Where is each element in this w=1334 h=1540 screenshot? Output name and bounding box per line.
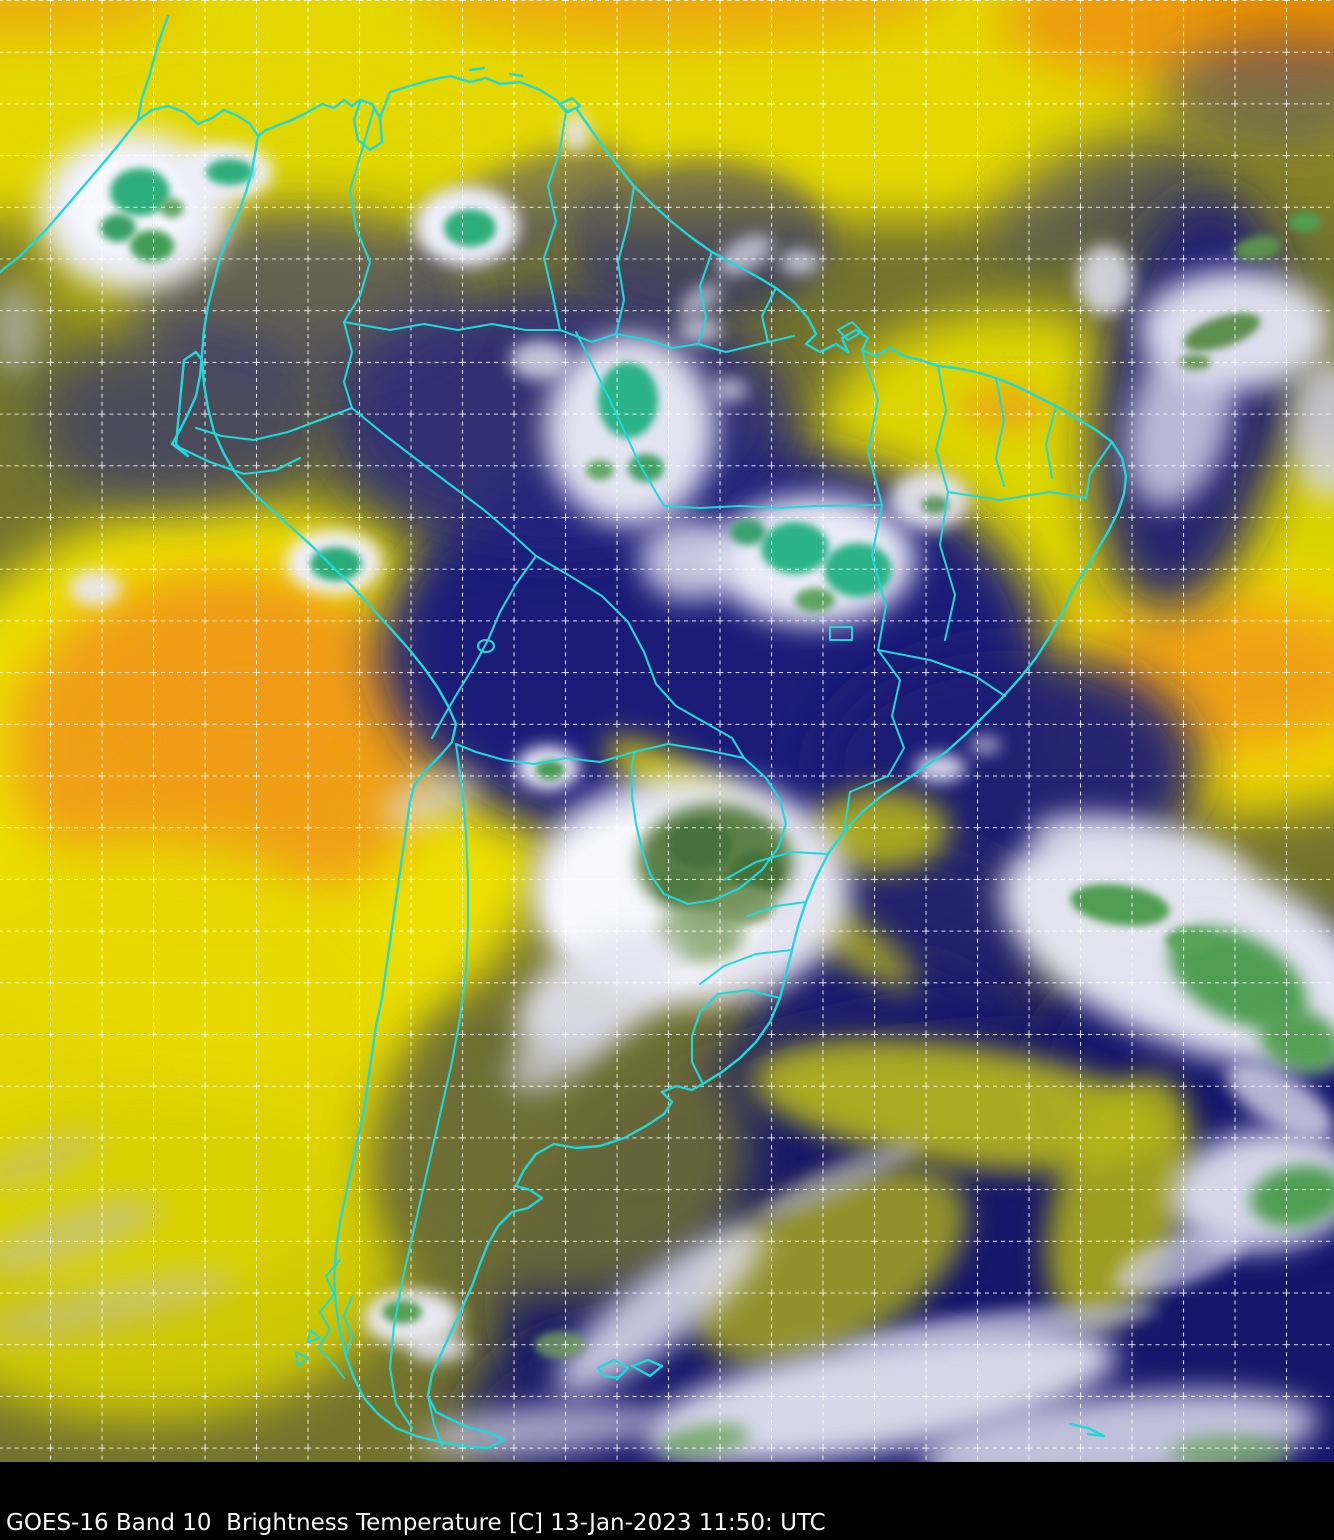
caption-text: GOES-16 Band 10 Brightness Temperature […: [6, 1510, 826, 1536]
country-borders: [174, 106, 796, 1430]
andes-border: [388, 742, 470, 1430]
caption-bar: GOES-16 Band 10 Brightness Temperature […: [0, 1462, 1334, 1540]
south-georgia-island: [1068, 1422, 1106, 1438]
uruguay-border: [690, 988, 782, 1084]
brazil-state-borders: [575, 321, 1113, 985]
paraguay-border: [630, 750, 788, 906]
falkland-islands: [596, 1358, 664, 1380]
coastline-borders: [0, 14, 1128, 1450]
patagonia-fjords: [295, 1259, 443, 1447]
central-america-coast: [0, 14, 170, 274]
goes-imagery: [0, 0, 1334, 1462]
trinidad-island: [558, 96, 582, 114]
south-america-outline: [136, 74, 1128, 1450]
satellite-map: [0, 0, 1334, 1462]
lake-titicaca: [476, 638, 496, 654]
graticule: [0, 0, 1334, 1462]
lake-maracaibo: [352, 100, 384, 152]
